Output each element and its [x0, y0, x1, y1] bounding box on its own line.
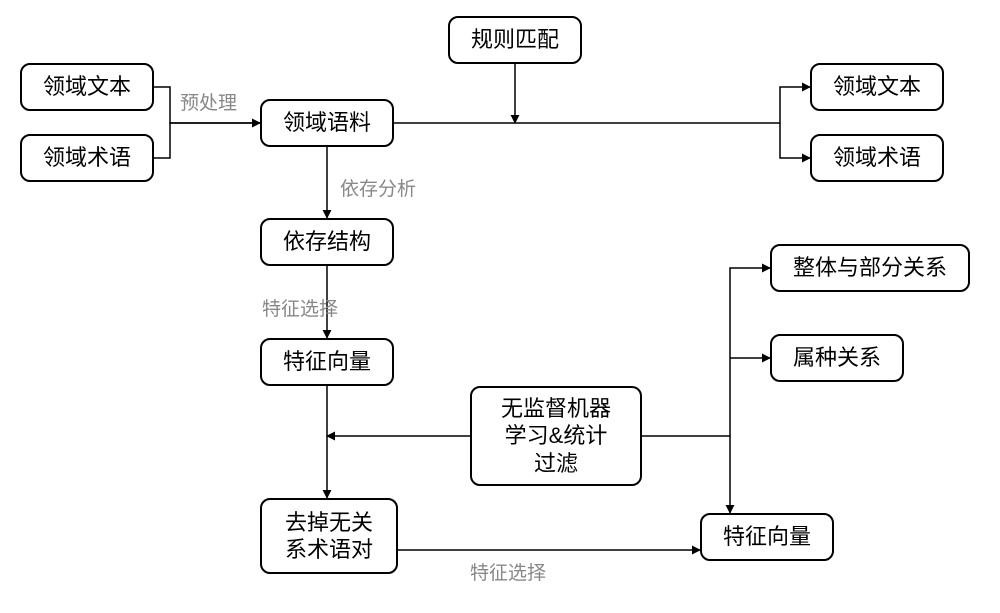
- node-domain-text-right: 领域文本: [810, 63, 944, 111]
- edge-e5: [780, 123, 810, 158]
- node-domain-term-left: 领域术语: [20, 134, 154, 182]
- node-rule-matching: 规则匹配: [448, 16, 582, 64]
- node-genus-rel: 属种关系: [770, 334, 904, 382]
- node-dep-structure: 依存结构: [260, 218, 394, 266]
- node-label: 规则匹配: [471, 26, 559, 54]
- edge-label-feat-select-1: 特征选择: [262, 294, 338, 321]
- node-label: 特征向量: [723, 523, 811, 551]
- node-domain-term-right: 领域术语: [810, 134, 944, 182]
- node-label: 领域术语: [833, 144, 921, 172]
- node-label: 领域术语: [43, 144, 131, 172]
- node-feature-vec-mid: 特征向量: [260, 338, 394, 386]
- edge-label-feat-select-2: 特征选择: [470, 558, 546, 585]
- node-label: 特征向量: [283, 348, 371, 376]
- edge-e10: [642, 268, 770, 436]
- node-whole-part-rel: 整体与部分关系: [770, 244, 970, 292]
- node-label: 属种关系: [793, 344, 881, 372]
- node-feature-vec-right: 特征向量: [700, 513, 834, 561]
- node-ml-filter: 无监督机器 学习&统计 过滤: [470, 386, 642, 486]
- node-domain-text-left: 领域文本: [20, 63, 154, 111]
- node-label: 领域文本: [833, 73, 921, 101]
- node-remove-unrelated: 去掉无关 系术语对: [260, 498, 398, 574]
- node-domain-corpus: 领域语料: [260, 99, 394, 147]
- edge-e2: [154, 123, 260, 158]
- node-label: 依存结构: [283, 228, 371, 256]
- edge-e4: [394, 87, 810, 123]
- node-label: 去掉无关 系术语对: [285, 509, 373, 564]
- node-label: 整体与部分关系: [793, 254, 947, 282]
- edge-label-preprocess: 预处理: [180, 88, 237, 115]
- node-label: 无监督机器 学习&统计 过滤: [501, 395, 611, 478]
- edge-label-dep-analysis: 依存分析: [340, 174, 416, 201]
- node-label: 领域文本: [43, 73, 131, 101]
- flowchart-canvas: 领域文本 领域术语 规则匹配 领域语料 领域文本 领域术语 依存结构 特征向量 …: [0, 0, 1000, 613]
- node-label: 领域语料: [283, 109, 371, 137]
